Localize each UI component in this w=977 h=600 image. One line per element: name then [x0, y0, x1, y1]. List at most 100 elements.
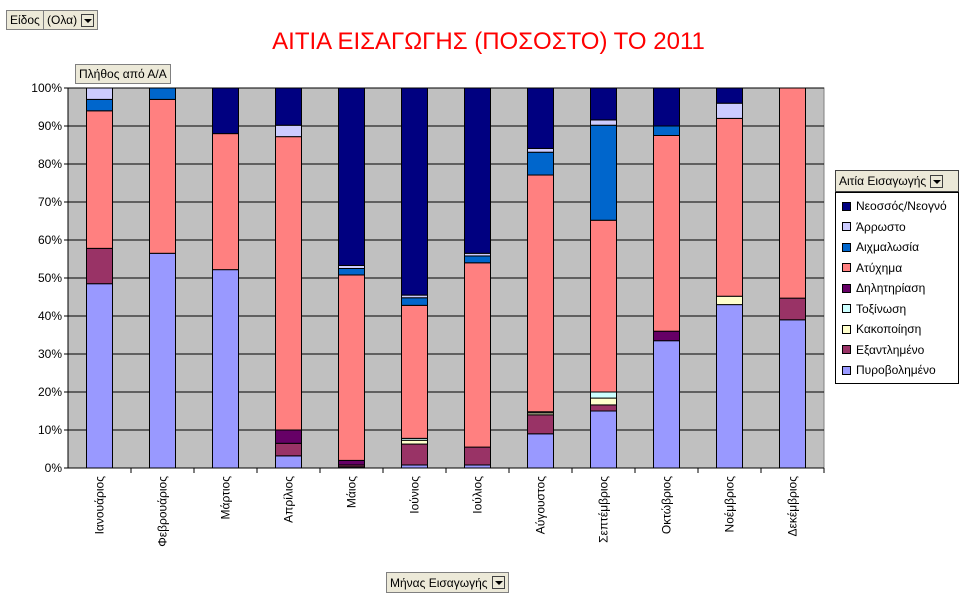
bar-segment — [653, 340, 680, 469]
x-tick-label: Μάρτιος — [219, 476, 233, 520]
bar-segment — [590, 397, 617, 406]
legend: Νεοσσός/Νεογνό Άρρωστο Αιχμαλωσία Ατύχημα Δη… — [835, 192, 959, 384]
x-tick-label: Μάιος — [345, 476, 359, 508]
legend-label: Νεοσσός/Νεογνό — [856, 199, 947, 213]
bar-segment — [779, 87, 806, 299]
bar-segment — [401, 297, 428, 306]
bar-segment — [338, 274, 365, 461]
legend-swatch — [842, 304, 851, 313]
legend-item: Ατύχημα — [842, 261, 902, 275]
y-tick-label: 60% — [38, 233, 62, 247]
filter-value-dropdown[interactable]: (Ολα) — [43, 10, 99, 30]
bar-segment — [275, 429, 302, 444]
chevron-down-icon[interactable] — [81, 13, 95, 27]
bar-segment — [716, 87, 743, 104]
bar-segment — [716, 295, 743, 306]
legend-label: Αιχμαλωσία — [856, 240, 920, 254]
legend-item: Άρρωστο — [842, 220, 906, 234]
legend-label: Κακοποίηση — [856, 322, 922, 336]
bar-segment — [527, 433, 554, 469]
data-field-button[interactable]: Πλήθος από Α/Α — [75, 64, 171, 84]
legend-swatch — [842, 365, 851, 375]
legend-field-label: Αιτία Εισαγωγής — [839, 174, 927, 188]
bar-segment — [338, 87, 365, 266]
legend-label: Άρρωστο — [856, 219, 906, 234]
x-tick-label: Φεβρουάριος — [156, 476, 170, 547]
x-tick-label: Ιανουάριος — [93, 476, 107, 535]
axis-field-button[interactable]: Μήνας Εισαγωγής — [386, 572, 509, 593]
bar-segment — [527, 151, 554, 176]
bar-segment — [464, 255, 491, 264]
y-tick-label: 0% — [45, 461, 63, 475]
bar-segment — [590, 404, 617, 412]
legend-swatch — [842, 242, 851, 252]
legend-item: Νεοσσός/Νεογνό — [842, 199, 947, 213]
bar-segment — [464, 446, 491, 466]
bar-segment — [527, 174, 554, 413]
bar-segment — [275, 455, 302, 469]
legend-item: Αιχμαλωσία — [842, 240, 919, 254]
x-tick-label: Ιούνιος — [408, 476, 422, 514]
legend-swatch — [842, 222, 851, 231]
bar-segment — [716, 304, 743, 469]
bar-segment — [590, 87, 617, 121]
legend-swatch — [842, 283, 851, 293]
legend-swatch — [842, 324, 851, 334]
legend-swatch — [842, 263, 851, 272]
y-tick-label: 20% — [38, 385, 62, 399]
bar-segment — [86, 87, 113, 100]
bar-segment — [149, 87, 176, 100]
bar-segment — [653, 125, 680, 136]
legend-item: Εξαντλημένο — [842, 343, 924, 357]
legend-label: Τοξίνωση — [856, 301, 907, 316]
bar-segment — [86, 110, 113, 249]
bar-segment — [590, 219, 617, 393]
legend-label: Πυροβολημένο — [856, 363, 936, 377]
legend-label: Ατύχημα — [856, 260, 903, 275]
y-tick-label: 40% — [38, 309, 62, 323]
legend-label: Εξαντλημένο — [856, 342, 925, 357]
bar-segment — [338, 268, 365, 276]
bar-segment — [527, 147, 554, 153]
bar-segment — [653, 330, 680, 342]
bar-segment — [401, 304, 428, 439]
bar-segment — [590, 119, 617, 126]
x-tick-label: Αύγουστος — [534, 476, 548, 534]
bar-segment — [590, 391, 617, 399]
legend-field-button[interactable]: Αιτία Εισαγωγής — [835, 170, 959, 192]
legend-item: Τοξίνωση — [842, 302, 906, 316]
chevron-down-icon[interactable] — [930, 174, 944, 188]
bar-segment — [653, 135, 680, 332]
bar-segment — [464, 87, 491, 254]
legend-label: Δηλητηρίαση — [856, 281, 926, 295]
x-tick-label: Οκτώβριος — [660, 476, 674, 534]
axis-field-label: Μήνας Εισαγωγής — [390, 575, 488, 590]
chevron-down-icon[interactable] — [491, 576, 505, 589]
bar-segment — [275, 87, 302, 126]
x-tick-label: Απρίλιος — [282, 476, 296, 523]
data-field-label: Πλήθος από Α/Α — [79, 67, 167, 81]
bar-segment — [779, 319, 806, 469]
y-tick-label: 90% — [38, 119, 62, 133]
filter-value: (Ολα) — [47, 13, 78, 27]
legend-item: Κακοποίηση — [842, 322, 921, 336]
bar-segment — [527, 414, 554, 435]
y-tick-label: 100% — [31, 81, 62, 95]
bar-segment — [401, 439, 428, 445]
bar-segment — [86, 98, 113, 112]
bar-segment — [212, 87, 239, 135]
x-tick-label: Σεπτέμβριος — [597, 476, 611, 543]
bar-segment — [275, 124, 302, 138]
bar-segment — [149, 98, 176, 254]
filter-label: Είδος — [10, 13, 40, 27]
bar-segment — [86, 283, 113, 469]
x-tick-label: Δεκέμβριος — [786, 476, 800, 537]
bar-segment — [527, 87, 554, 149]
y-tick-label: 80% — [38, 157, 62, 171]
bar-segment — [86, 247, 113, 285]
x-tick-label: Νοέμβριος — [723, 476, 737, 533]
bar-segment — [590, 410, 617, 469]
bar-segment — [716, 102, 743, 119]
bar-segment — [275, 136, 302, 431]
